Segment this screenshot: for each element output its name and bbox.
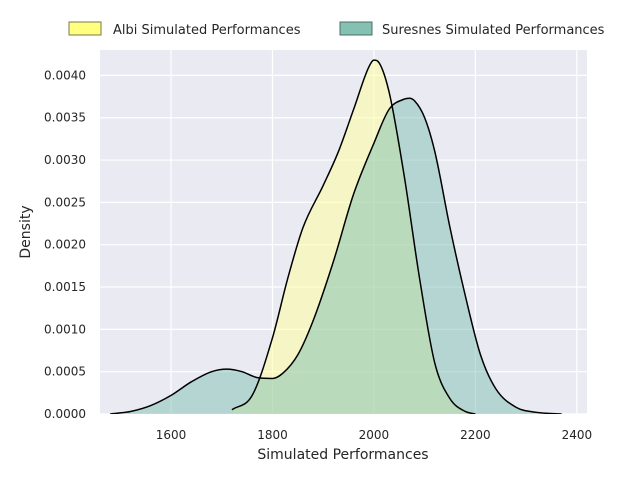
x-tick-label: 2000 [359,428,390,442]
x-tick-label: 1600 [156,428,187,442]
x-axis-label: Simulated Performances [257,447,428,463]
y-tick-label: 0.0025 [44,195,86,209]
density-area-suresnes [110,98,562,414]
legend-label-albi: Albi Simulated Performances [113,23,301,38]
y-tick-label: 0.0020 [44,238,86,252]
y-tick-label: 0.0010 [44,322,86,336]
y-tick-label: 0.0005 [44,365,86,379]
legend-swatch-suresnes [339,21,373,36]
legend: Albi Simulated Performances Suresnes Sim… [68,21,605,38]
density-areas [110,59,562,414]
density-line-suresnes [110,97,562,414]
x-tick-label: 1800 [257,428,288,442]
x-axis-ticks: 1600 1800 2000 2200 2400 [156,428,592,442]
y-axis-label: Density [18,205,34,258]
y-tick-label: 0.0040 [44,68,86,82]
x-tick-label: 2200 [460,428,491,442]
density-line-albi [231,59,476,414]
legend-label-suresnes: Suresnes Simulated Performances [382,23,605,38]
x-tick-label: 2400 [562,428,593,442]
y-axis-ticks: 0.0000 0.0005 0.0010 0.0015 0.0020 0.0025 0.00… [44,68,86,421]
y-tick-label: 0.0030 [44,153,86,167]
legend-swatch-albi [68,21,102,36]
y-tick-label: 0.0015 [44,280,86,294]
y-tick-label: 0.0035 [44,111,86,125]
y-tick-label: 0.0000 [44,407,86,421]
